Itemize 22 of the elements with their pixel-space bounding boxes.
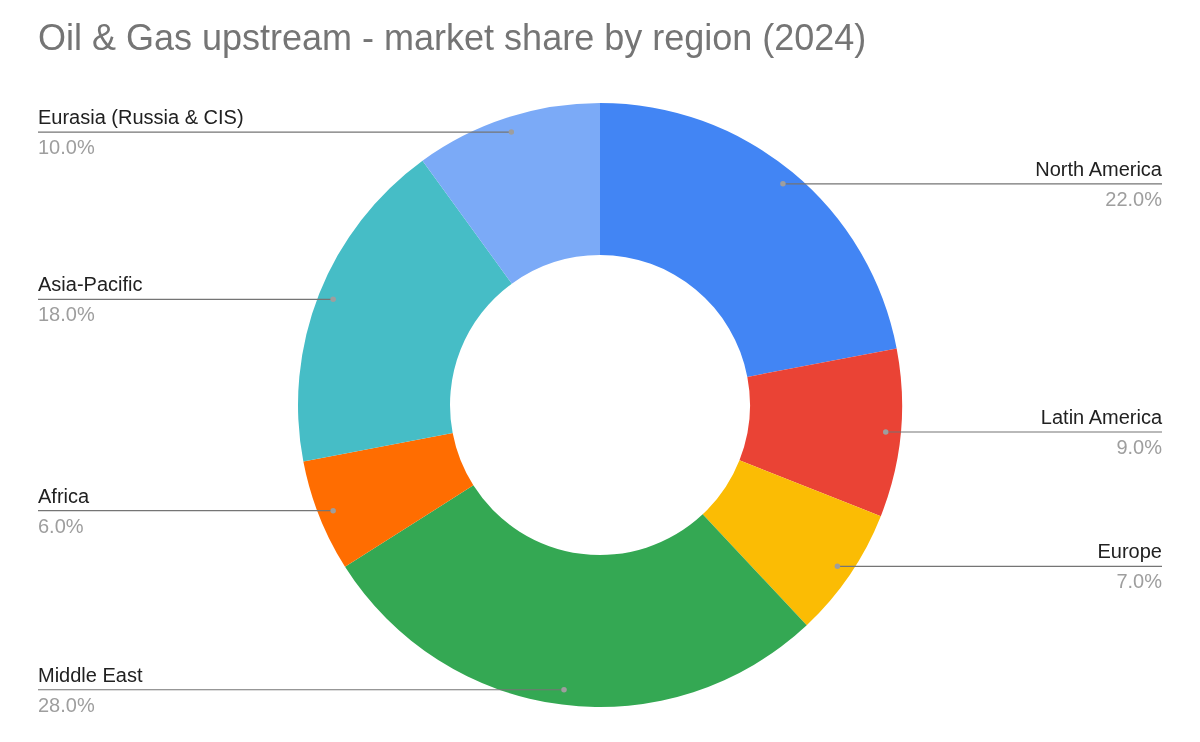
data-label: 22.0% [1105, 187, 1163, 210]
donut-slice [600, 103, 897, 377]
data-label: 18.0% [38, 303, 95, 326]
chart-title: Oil & Gas upstream - market share by region (2024) [38, 17, 867, 58]
data-label: 6.0% [38, 514, 84, 537]
data-label: 10.0% [38, 136, 95, 159]
donut-slice [298, 160, 512, 462]
slice-label: North America [1035, 157, 1163, 180]
slice-label: Latin America [1040, 406, 1163, 429]
slice-label: Middle East [38, 663, 143, 686]
donut-slice [345, 485, 807, 707]
donut-slice [422, 103, 600, 284]
data-label: 7.0% [1116, 570, 1163, 593]
donut-slice [303, 433, 474, 567]
donut-slice [702, 460, 881, 626]
data-label: 28.0% [38, 693, 95, 716]
donut-slice [739, 348, 902, 517]
data-label: 9.0% [1116, 436, 1163, 459]
slice-label: Europe [1097, 540, 1162, 563]
slice-label: Eurasia (Russia & CIS) [38, 106, 244, 129]
slice-label: Africa [38, 484, 90, 507]
slice-label: Asia-Pacific [38, 273, 143, 296]
